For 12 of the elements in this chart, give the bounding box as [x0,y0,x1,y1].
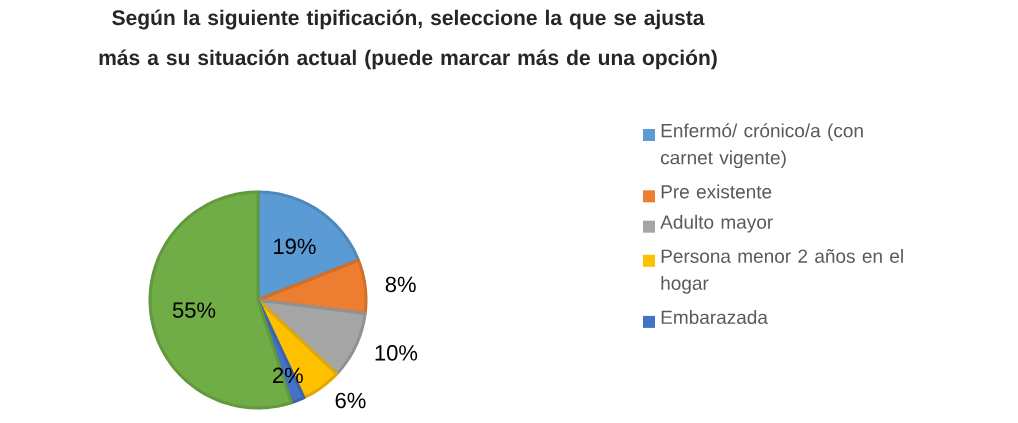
data-label: 6% [335,392,366,409]
legend-label: Embarazada [661,310,768,325]
legend-label: Pre existente [661,184,772,199]
data-label: 55% [172,302,216,318]
legend-label: Adulto mayor [660,214,773,233]
legend-label: Persona menor 2 años en el hogar [661,248,903,294]
data-label: 19% [274,238,316,255]
data-label: 10% [375,345,418,361]
chart-title: Según la siguiente tipificación, seleccione la que se ajusta más a su situación actual (puede marcar más de una opción) [99,9,717,70]
data-label: 8% [385,276,416,293]
data-label: 2% [273,367,303,384]
legend-label: Enfermó/ crónico/a (con carnet vigente) [661,123,863,169]
